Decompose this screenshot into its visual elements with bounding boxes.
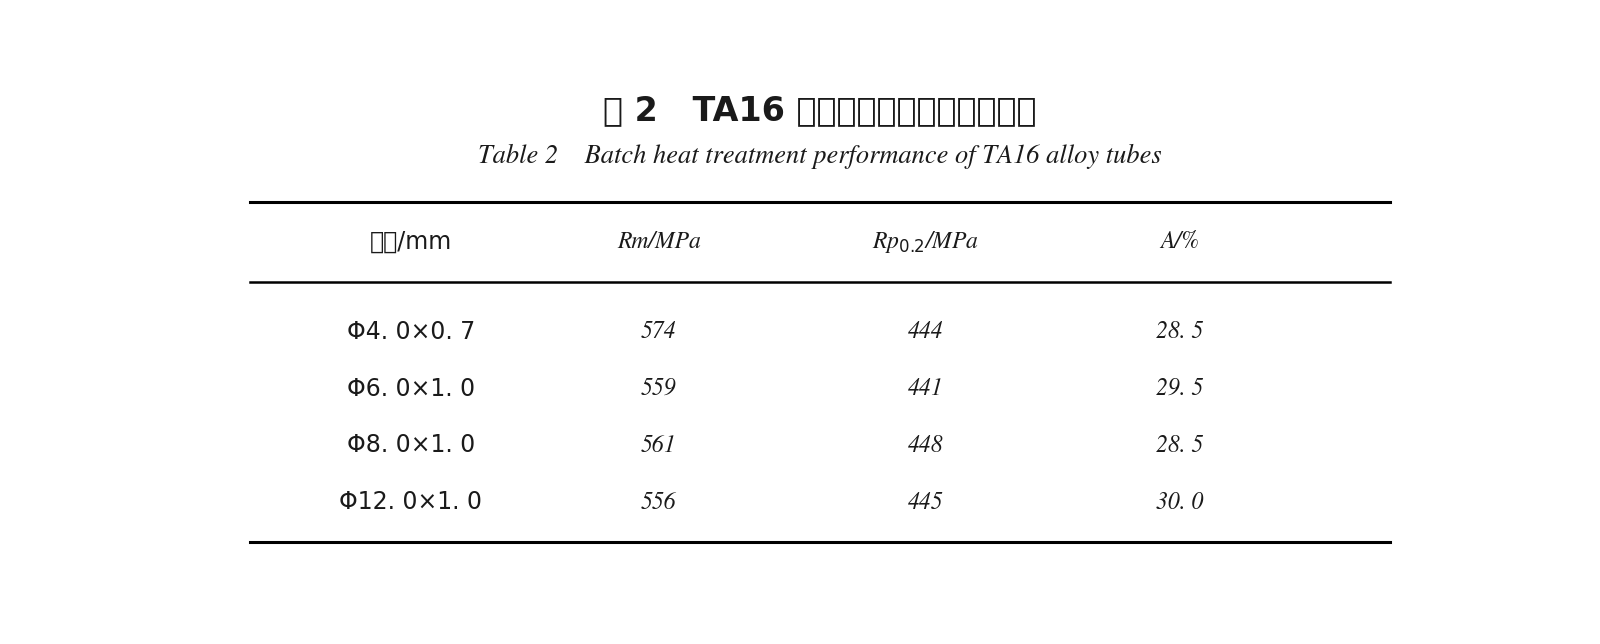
Text: 556: 556 bbox=[642, 491, 677, 513]
Text: 28. 5: 28. 5 bbox=[1155, 320, 1203, 343]
Text: Table 2    Batch heat treatment performance of TA16 alloy tubes: Table 2 Batch heat treatment performance… bbox=[478, 144, 1162, 169]
Text: Φ12. 0×1. 0: Φ12. 0×1. 0 bbox=[339, 490, 482, 515]
Text: A/%: A/% bbox=[1160, 231, 1198, 253]
Text: 559: 559 bbox=[642, 377, 677, 400]
Text: Rm/MPa: Rm/MPa bbox=[618, 231, 701, 253]
Text: 表 2   TA16 合金管材批量化热处理性能: 表 2 TA16 合金管材批量化热处理性能 bbox=[603, 95, 1037, 128]
Text: Φ8. 0×1. 0: Φ8. 0×1. 0 bbox=[347, 433, 475, 457]
Text: 574: 574 bbox=[642, 320, 677, 343]
Text: Φ6. 0×1. 0: Φ6. 0×1. 0 bbox=[347, 377, 475, 401]
Text: 30. 0: 30. 0 bbox=[1155, 491, 1203, 513]
Text: 445: 445 bbox=[907, 491, 944, 513]
Text: 28. 5: 28. 5 bbox=[1155, 434, 1203, 457]
Text: 29. 5: 29. 5 bbox=[1155, 377, 1203, 400]
Text: 448: 448 bbox=[907, 434, 944, 457]
Text: 441: 441 bbox=[907, 377, 944, 400]
Text: 561: 561 bbox=[642, 434, 677, 457]
Text: Φ4. 0×0. 7: Φ4. 0×0. 7 bbox=[347, 319, 475, 344]
Text: 444: 444 bbox=[907, 320, 944, 343]
Text: Rp$_{0.2}$/MPa: Rp$_{0.2}$/MPa bbox=[872, 229, 979, 255]
Text: 规格/mm: 规格/mm bbox=[370, 230, 451, 254]
